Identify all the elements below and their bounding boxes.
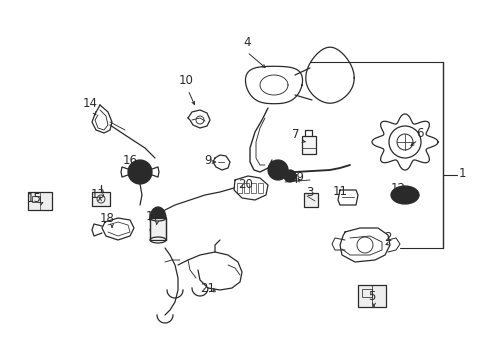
Bar — [92, 192, 110, 206]
Text: 15: 15 — [26, 192, 41, 204]
Text: 21: 21 — [200, 282, 215, 294]
Ellipse shape — [390, 186, 418, 204]
Bar — [250, 183, 256, 193]
Text: 4: 4 — [243, 36, 250, 49]
Bar — [237, 183, 242, 193]
Bar — [244, 183, 248, 193]
Text: 6: 6 — [415, 126, 423, 140]
Bar — [32, 196, 40, 202]
Bar — [361, 289, 371, 297]
Bar — [304, 193, 317, 207]
Text: 3: 3 — [305, 185, 313, 198]
Text: 9: 9 — [204, 153, 211, 166]
Text: 17: 17 — [145, 210, 160, 222]
Circle shape — [284, 170, 295, 182]
Text: 8: 8 — [274, 161, 281, 174]
Text: 16: 16 — [122, 153, 137, 166]
Text: 13: 13 — [90, 188, 105, 201]
Text: 14: 14 — [82, 96, 97, 109]
Circle shape — [128, 160, 152, 184]
Text: 20: 20 — [238, 177, 253, 190]
Circle shape — [267, 160, 287, 180]
Bar — [28, 192, 52, 210]
Bar — [258, 183, 263, 193]
Bar — [357, 285, 385, 307]
Text: 1: 1 — [457, 166, 465, 180]
Text: 2: 2 — [384, 230, 391, 243]
Text: 11: 11 — [332, 185, 347, 198]
Text: 19: 19 — [289, 171, 304, 184]
Text: 12: 12 — [390, 181, 405, 194]
Text: 7: 7 — [292, 127, 299, 140]
Bar — [150, 218, 165, 240]
Bar — [302, 136, 315, 154]
Text: 5: 5 — [367, 289, 375, 302]
Ellipse shape — [150, 207, 165, 229]
Text: 10: 10 — [178, 73, 193, 86]
Text: 18: 18 — [100, 212, 114, 225]
